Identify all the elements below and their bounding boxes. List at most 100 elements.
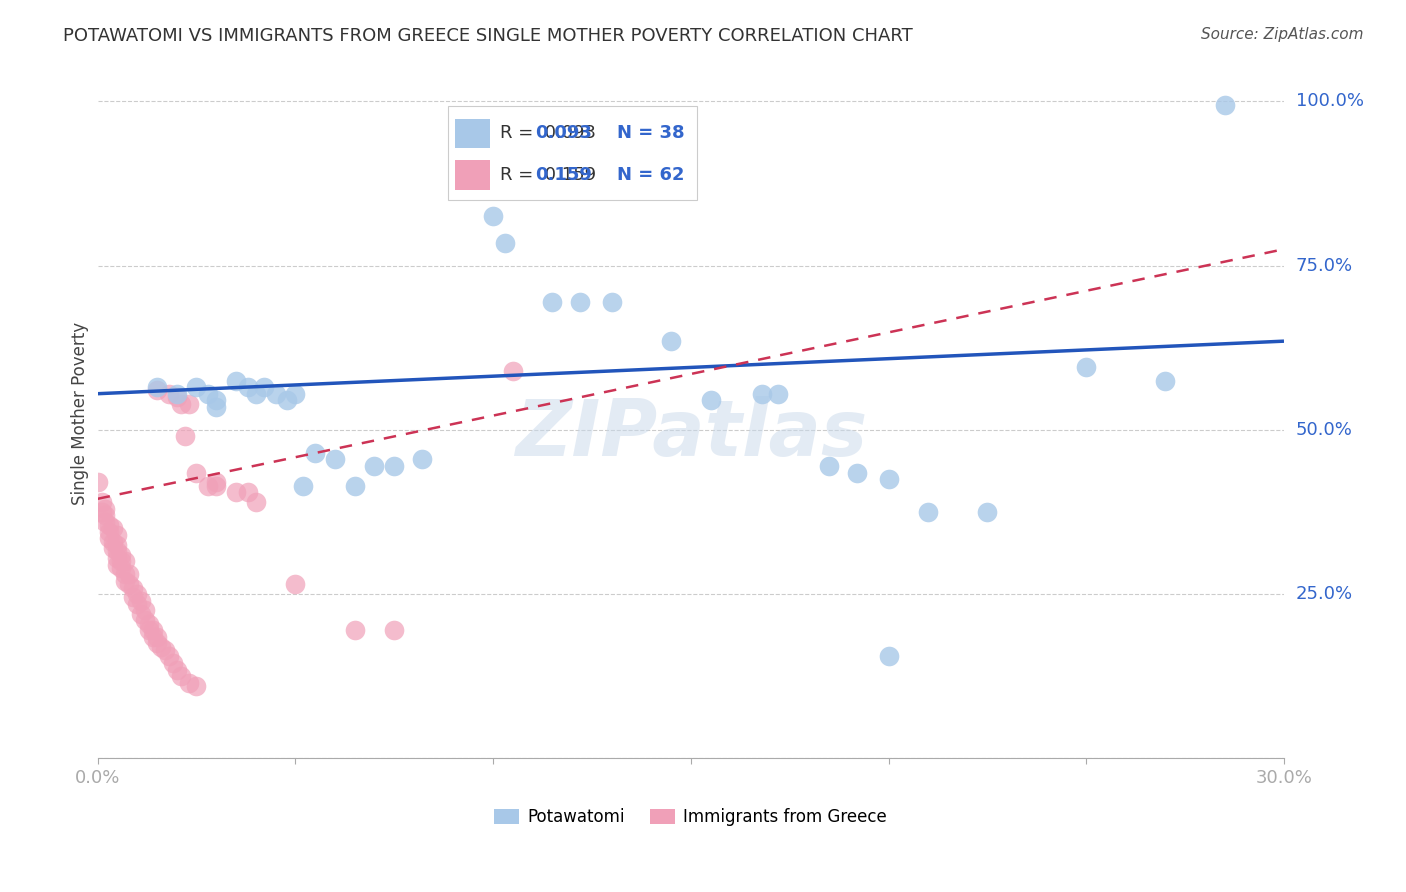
Point: [90, 505, 112, 519]
Point: [129, 607, 152, 621]
Point: [343, 478, 366, 492]
Point: [877, 649, 900, 664]
Point: [105, 558, 128, 572]
Y-axis label: Single Mother Poverty: Single Mother Poverty: [72, 322, 89, 505]
Point: [94, 515, 117, 529]
Point: [976, 505, 998, 519]
Point: [138, 616, 160, 631]
Point: [205, 475, 228, 490]
Point: [146, 636, 169, 650]
Point: [177, 675, 200, 690]
Point: [323, 452, 346, 467]
Point: [110, 548, 132, 562]
Point: [149, 640, 172, 654]
Point: [494, 235, 516, 250]
Point: [569, 294, 592, 309]
Point: [304, 446, 326, 460]
Point: [751, 386, 773, 401]
Point: [166, 386, 188, 401]
Point: [94, 501, 117, 516]
Point: [253, 380, 276, 394]
Point: [482, 210, 505, 224]
Point: [129, 593, 152, 607]
Point: [382, 624, 405, 638]
Point: [105, 538, 128, 552]
Point: [917, 505, 939, 519]
Point: [157, 386, 180, 401]
Point: [94, 508, 117, 523]
Text: 50.0%: 50.0%: [1296, 421, 1353, 439]
Point: [134, 613, 156, 627]
Legend: Potawatomi, Immigrants from Greece: Potawatomi, Immigrants from Greece: [488, 801, 894, 833]
Point: [382, 458, 405, 473]
Point: [197, 478, 219, 492]
Point: [98, 531, 121, 545]
Point: [541, 294, 564, 309]
Point: [103, 521, 125, 535]
Point: [845, 466, 868, 480]
Point: [142, 630, 165, 644]
Point: [157, 649, 180, 664]
Point: [118, 577, 141, 591]
Point: [284, 577, 307, 591]
Text: Source: ZipAtlas.com: Source: ZipAtlas.com: [1201, 27, 1364, 42]
Point: [600, 294, 623, 309]
Point: [1154, 374, 1177, 388]
Text: 25.0%: 25.0%: [1296, 585, 1353, 603]
Point: [186, 679, 208, 693]
Text: 75.0%: 75.0%: [1296, 257, 1353, 275]
Point: [659, 334, 682, 348]
Point: [98, 524, 121, 539]
Text: ZIPatlas: ZIPatlas: [515, 396, 868, 472]
Point: [411, 452, 433, 467]
Point: [245, 386, 267, 401]
Point: [502, 364, 524, 378]
Point: [138, 624, 160, 638]
Point: [122, 581, 145, 595]
Point: [264, 386, 287, 401]
Point: [103, 534, 125, 549]
Point: [186, 466, 208, 480]
Point: [110, 561, 132, 575]
Point: [818, 458, 841, 473]
Point: [146, 380, 169, 394]
Point: [766, 386, 789, 401]
Point: [169, 669, 191, 683]
Point: [205, 393, 228, 408]
Point: [877, 472, 900, 486]
Point: [103, 541, 125, 555]
Point: [114, 574, 136, 588]
Point: [153, 643, 176, 657]
Point: [127, 587, 149, 601]
Point: [98, 518, 121, 533]
Point: [236, 380, 259, 394]
Point: [105, 550, 128, 565]
Point: [166, 663, 188, 677]
Point: [127, 597, 149, 611]
Point: [114, 554, 136, 568]
Point: [186, 380, 208, 394]
Point: [146, 630, 169, 644]
Point: [169, 396, 191, 410]
Text: 100.0%: 100.0%: [1296, 93, 1364, 111]
Point: [225, 374, 247, 388]
Text: POTAWATOMI VS IMMIGRANTS FROM GREECE SINGLE MOTHER POVERTY CORRELATION CHART: POTAWATOMI VS IMMIGRANTS FROM GREECE SIN…: [63, 27, 912, 45]
Point: [363, 458, 385, 473]
Point: [1076, 360, 1098, 375]
Point: [105, 528, 128, 542]
Point: [197, 386, 219, 401]
Point: [122, 591, 145, 605]
Point: [110, 554, 132, 568]
Point: [1213, 97, 1236, 112]
Point: [205, 400, 228, 414]
Point: [205, 478, 228, 492]
Point: [105, 544, 128, 558]
Point: [134, 603, 156, 617]
Point: [225, 485, 247, 500]
Point: [236, 485, 259, 500]
Point: [90, 495, 112, 509]
Point: [166, 390, 188, 404]
Point: [245, 495, 267, 509]
Point: [177, 396, 200, 410]
Point: [146, 384, 169, 398]
